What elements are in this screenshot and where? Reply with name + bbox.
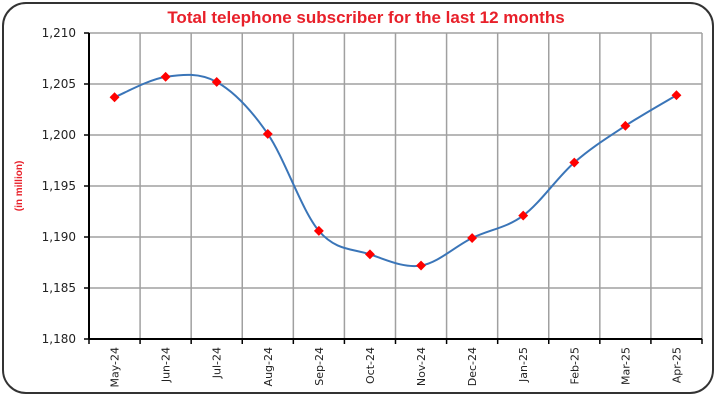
y-axis-label: (in million) [14, 161, 25, 212]
x-tick-label: Dec-24 [466, 347, 479, 386]
y-tick-label: 1,210 [42, 26, 76, 40]
x-tick-label: Sep-24 [313, 347, 326, 386]
data-point-marker [211, 77, 222, 87]
x-tick-label: Oct-24 [364, 347, 377, 384]
x-tick-label: Feb-25 [568, 347, 581, 384]
data-point-marker [313, 225, 324, 236]
x-tick-label: Jun-24 [160, 347, 173, 383]
y-tick-label: 1,205 [42, 77, 76, 91]
x-tick-label: May-24 [109, 347, 122, 388]
x-tick-label: Mar-25 [619, 347, 632, 385]
y-tick-label: 1,185 [42, 281, 76, 295]
data-point-marker [620, 120, 631, 131]
y-tick-label: 1,190 [42, 230, 76, 244]
data-point-marker [365, 249, 375, 260]
x-tick-label: Jul-24 [211, 347, 224, 379]
x-tick-label: Jan-25 [517, 347, 530, 383]
y-tick-label: 1,200 [42, 128, 76, 142]
data-point-marker [671, 90, 682, 101]
x-tick-label: Nov-24 [415, 347, 428, 386]
data-point-marker [518, 210, 529, 221]
data-point-marker [467, 233, 478, 243]
data-point-marker [160, 71, 171, 82]
chart-title: Total telephone subscriber for the last … [167, 8, 564, 27]
data-point-marker [569, 157, 580, 168]
data-point-marker [109, 92, 120, 103]
data-point-marker [262, 129, 273, 139]
x-tick-label: Aug-24 [262, 347, 275, 386]
y-tick-label: 1,195 [42, 179, 76, 193]
chart-frame [2, 2, 714, 394]
data-point-marker [416, 260, 426, 271]
x-tick-label: Apr-25 [670, 347, 683, 383]
y-tick-label: 1,180 [42, 332, 76, 346]
